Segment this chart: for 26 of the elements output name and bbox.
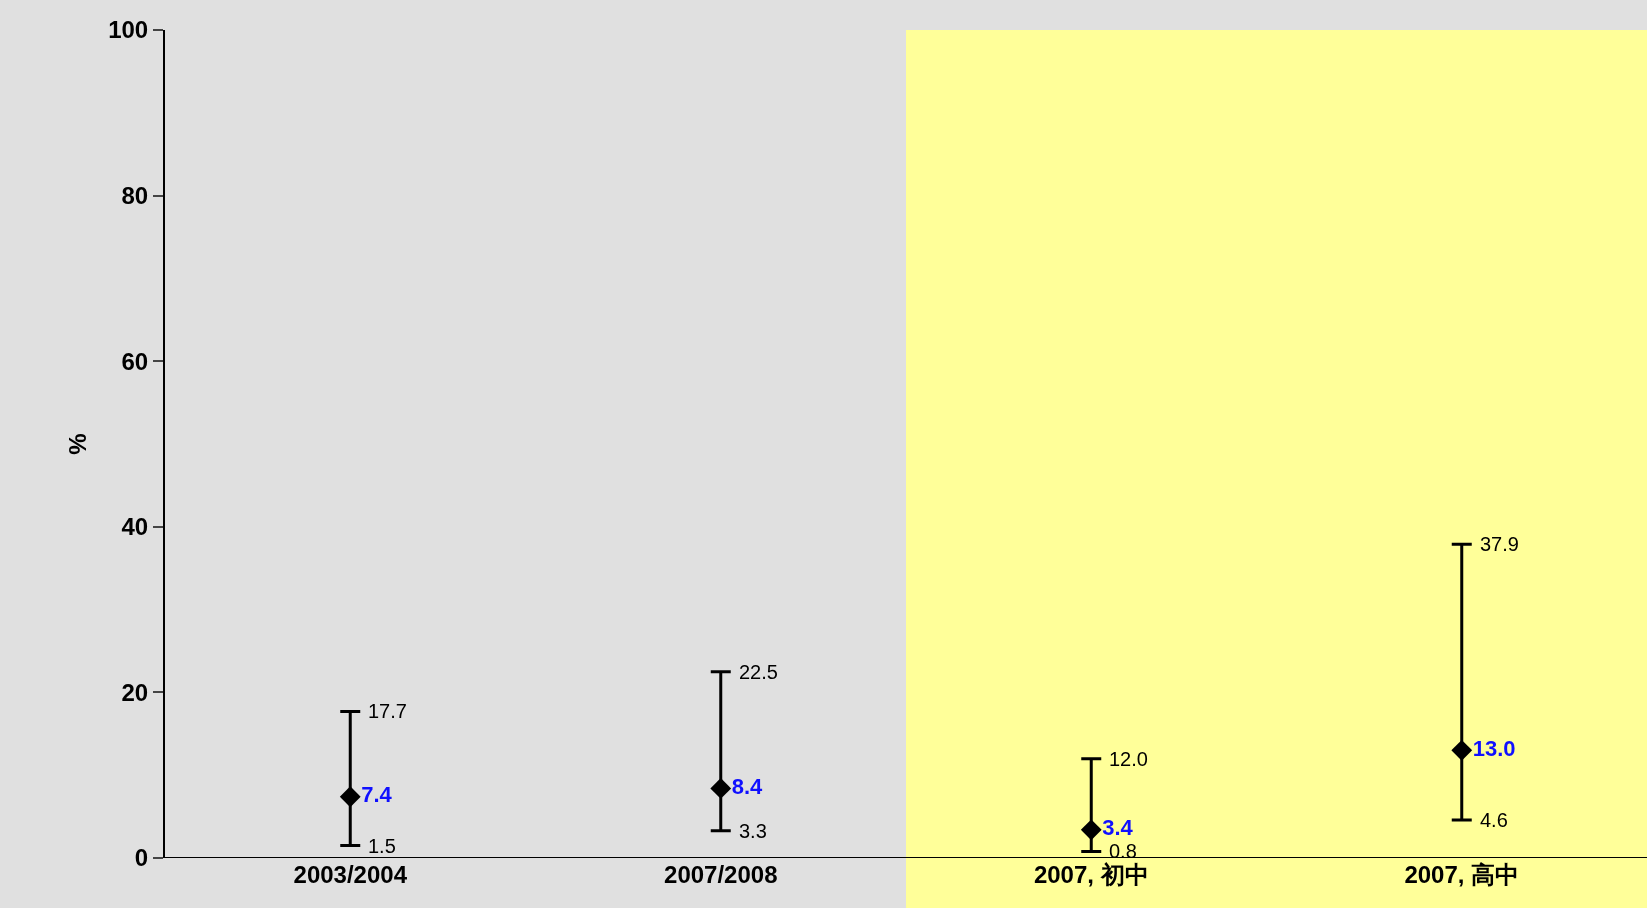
data-label: 3.4 xyxy=(1102,815,1134,841)
annotation: 17.7 xyxy=(368,700,407,722)
y-tick-label: 40 xyxy=(121,513,149,541)
point xyxy=(339,786,361,808)
x-tick-label: 2007, 初中 xyxy=(1033,861,1149,888)
y-tick-label: 0 xyxy=(134,844,149,872)
y-tick-label: 80 xyxy=(121,182,149,209)
y-tick-label: 20 xyxy=(121,678,149,706)
data-label: 7.4 xyxy=(361,782,393,808)
x-tick-label: 2007/2008 xyxy=(664,861,778,888)
y-axis-title: % xyxy=(63,433,91,455)
annotation: 1.5 xyxy=(368,835,396,857)
annotation: 12.0 xyxy=(1109,748,1148,770)
y-tick-label: 60 xyxy=(121,347,149,375)
point xyxy=(710,778,732,799)
annotation: 22.5 xyxy=(739,661,778,683)
x-tick-label: 2003/2004 xyxy=(293,861,408,888)
point xyxy=(1080,819,1102,841)
data-label: 8.4 xyxy=(731,773,764,799)
annotation: 37.9 xyxy=(1480,533,1519,555)
y-tick-label: 100 xyxy=(108,16,149,44)
annotation: 3.3 xyxy=(739,820,767,842)
annotation: 4.6 xyxy=(1480,809,1508,831)
x-tick-label: 2007, 高中 xyxy=(1404,861,1520,888)
point xyxy=(1451,739,1473,761)
data-label: 13.0 xyxy=(1472,735,1516,761)
